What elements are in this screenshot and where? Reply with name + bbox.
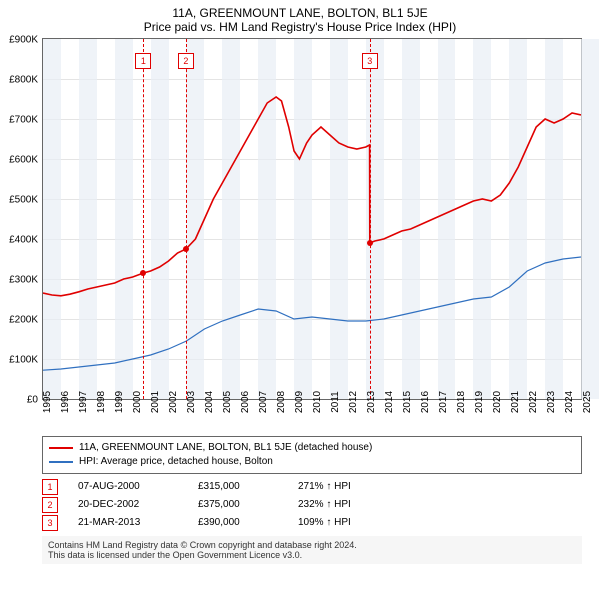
sale-row-badge: 1: [42, 479, 58, 495]
chart-title: 11A, GREENMOUNT LANE, BOLTON, BL1 5JE: [0, 0, 600, 20]
x-axis: 1995199619971998199920002001200220032004…: [42, 400, 582, 430]
plot-area: 1 2 3: [42, 38, 582, 400]
footer: Contains HM Land Registry data © Crown c…: [42, 536, 582, 564]
x-tick-label: 2013: [366, 391, 377, 413]
series-hpi: [43, 257, 581, 370]
y-tick-label: £900K: [9, 35, 38, 46]
x-tick-label: 2016: [420, 391, 431, 413]
chart-subtitle: Price paid vs. HM Land Registry's House …: [0, 20, 600, 38]
y-tick-label: £700K: [9, 115, 38, 126]
y-tick-label: £800K: [9, 75, 38, 86]
x-tick-label: 2010: [312, 391, 323, 413]
y-axis: £0£100K£200K£300K£400K£500K£600K£700K£80…: [0, 40, 40, 400]
sale-annotation-badge: 2: [178, 53, 194, 69]
y-tick-label: £0: [27, 395, 38, 406]
footer-line-2: This data is licensed under the Open Gov…: [48, 550, 576, 560]
sale-annotation-badge: 3: [362, 53, 378, 69]
sale-annotation-line: [370, 39, 371, 399]
sale-annotation-dot: [183, 246, 189, 252]
x-tick-label: 2008: [276, 391, 287, 413]
legend-row: 11A, GREENMOUNT LANE, BOLTON, BL1 5JE (d…: [49, 441, 575, 455]
sale-row-price: £375,000: [198, 496, 278, 514]
chart-container: 11A, GREENMOUNT LANE, BOLTON, BL1 5JE Pr…: [0, 0, 600, 590]
sale-row: 2 20-DEC-2002 £375,000 232% ↑ HPI: [42, 496, 582, 514]
sale-annotation-line: [143, 39, 144, 399]
sale-annotation-badge: 1: [135, 53, 151, 69]
x-tick-label: 2012: [348, 391, 359, 413]
x-tick-label: 2003: [186, 391, 197, 413]
sale-row-delta: 232% ↑ HPI: [298, 496, 398, 514]
sale-row-delta: 271% ↑ HPI: [298, 478, 398, 496]
sale-annotation-dot: [367, 240, 373, 246]
series-property: [43, 97, 581, 296]
x-tick-label: 2001: [150, 391, 161, 413]
y-tick-label: £300K: [9, 275, 38, 286]
sale-row-price: £315,000: [198, 478, 278, 496]
x-tick-label: 2009: [294, 391, 305, 413]
sale-annotation-dot: [140, 270, 146, 276]
vertical-grid-band: [581, 39, 599, 399]
x-tick-label: 2005: [222, 391, 233, 413]
sale-row-badge: 2: [42, 497, 58, 513]
sale-row-badge: 3: [42, 515, 58, 531]
footer-line-1: Contains HM Land Registry data © Crown c…: [48, 540, 576, 550]
x-tick-label: 1999: [114, 391, 125, 413]
x-tick-label: 2024: [564, 391, 575, 413]
x-tick-label: 1995: [42, 391, 53, 413]
x-tick-label: 1997: [78, 391, 89, 413]
x-tick-label: 1996: [60, 391, 71, 413]
y-tick-label: £100K: [9, 355, 38, 366]
sale-row: 3 21-MAR-2013 £390,000 109% ↑ HPI: [42, 514, 582, 532]
sale-annotation-line: [186, 39, 187, 399]
x-tick-label: 2019: [474, 391, 485, 413]
y-tick-label: £500K: [9, 195, 38, 206]
x-tick-label: 1998: [96, 391, 107, 413]
legend-swatch: [49, 461, 73, 463]
sale-row-delta: 109% ↑ HPI: [298, 514, 398, 532]
x-tick-label: 2015: [402, 391, 413, 413]
x-tick-label: 2011: [330, 391, 341, 413]
legend-label: HPI: Average price, detached house, Bolt…: [79, 455, 273, 469]
sale-row: 1 07-AUG-2000 £315,000 271% ↑ HPI: [42, 478, 582, 496]
sale-row-date: 07-AUG-2000: [78, 478, 178, 496]
x-tick-label: 2020: [492, 391, 503, 413]
legend-label: 11A, GREENMOUNT LANE, BOLTON, BL1 5JE (d…: [79, 441, 372, 455]
x-tick-label: 2004: [204, 391, 215, 413]
x-tick-label: 2006: [240, 391, 251, 413]
y-tick-label: £600K: [9, 155, 38, 166]
x-tick-label: 2023: [546, 391, 557, 413]
y-tick-label: £400K: [9, 235, 38, 246]
legend-swatch: [49, 447, 73, 449]
sale-row-price: £390,000: [198, 514, 278, 532]
y-tick-label: £200K: [9, 315, 38, 326]
x-tick-label: 2002: [168, 391, 179, 413]
x-tick-label: 2022: [528, 391, 539, 413]
x-tick-label: 2025: [582, 391, 593, 413]
x-tick-label: 2021: [510, 391, 521, 413]
x-tick-label: 2000: [132, 391, 143, 413]
sale-row-date: 20-DEC-2002: [78, 496, 178, 514]
legend-row: HPI: Average price, detached house, Bolt…: [49, 455, 575, 469]
x-tick-label: 2017: [438, 391, 449, 413]
sales-table: 1 07-AUG-2000 £315,000 271% ↑ HPI 2 20-DEC-20…: [42, 478, 582, 532]
x-tick-label: 2018: [456, 391, 467, 413]
x-tick-label: 2007: [258, 391, 269, 413]
legend: 11A, GREENMOUNT LANE, BOLTON, BL1 5JE (d…: [42, 436, 582, 474]
x-tick-label: 2014: [384, 391, 395, 413]
sale-row-date: 21-MAR-2013: [78, 514, 178, 532]
